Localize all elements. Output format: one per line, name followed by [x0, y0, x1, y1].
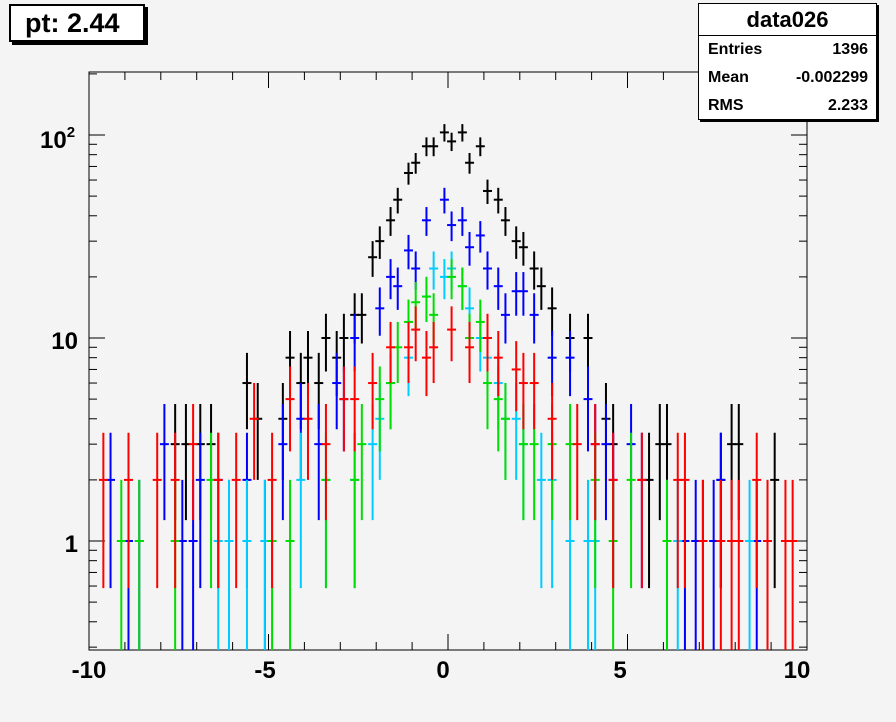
axis-ticks [88, 72, 808, 650]
stats-row-rms: RMS 2.233 [699, 92, 876, 120]
stats-key: RMS [708, 97, 744, 114]
stats-value: 2.233 [827, 97, 868, 114]
stats-key: Entries [708, 41, 763, 58]
stats-row-mean: Mean -0.002299 [699, 64, 876, 92]
x-tick-label: 10 [784, 657, 811, 684]
stats-box: data026 Entries 1396 Mean -0.002299 RMS … [698, 3, 877, 120]
x-tick-label: -10 [72, 657, 107, 684]
y-tick-label: 10 [51, 328, 78, 355]
stats-histogram-name: data026 [699, 4, 876, 36]
data-points [98, 124, 798, 650]
axis-labels: -10 -5 0 5 10 1 10 102 [40, 124, 810, 684]
stats-value: 1396 [832, 41, 868, 58]
stats-row-entries: Entries 1396 [699, 36, 876, 64]
stats-value: -0.002299 [795, 69, 868, 86]
y-tick-label: 1 [65, 531, 78, 558]
plot-frame [88, 71, 808, 651]
y-tick-label-hundred: 102 [40, 124, 75, 154]
plot-title: pt: 2.44 [9, 4, 145, 42]
stats-key: Mean [708, 69, 749, 86]
x-tick-label: 5 [613, 657, 626, 684]
x-tick-label: -5 [254, 657, 275, 684]
x-tick-label: 0 [436, 657, 449, 684]
